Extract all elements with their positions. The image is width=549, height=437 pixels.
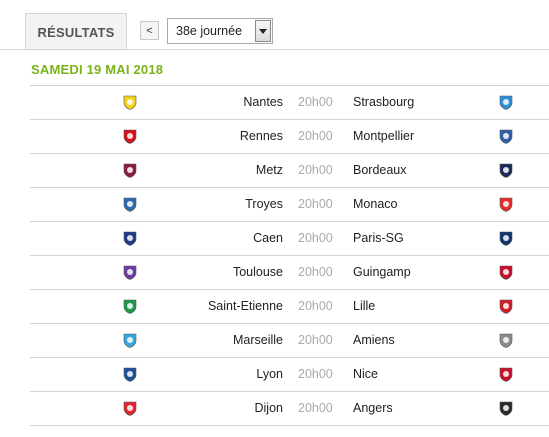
away-team-name[interactable]: Strasbourg [353,95,415,109]
away-team-name[interactable]: Guingamp [353,265,411,279]
match-row[interactable]: Marseille 20h00 Amiens [30,324,549,358]
previous-round-button[interactable]: < [140,21,159,40]
home-team-name[interactable]: Marseille [232,333,283,347]
tab-results-label: RÉSULTATS [37,24,115,40]
away-team-name[interactable]: Nice [353,367,379,381]
home-team-crest-icon [123,265,137,280]
match-time: 20h00 [298,401,333,415]
away-team-name[interactable]: Amiens [353,333,395,347]
home-team-name[interactable]: Toulouse [232,265,283,279]
home-team-name[interactable]: Saint-Etienne [207,299,283,313]
match-row[interactable]: Toulouse 20h00 Guingamp [30,256,549,290]
away-team-name[interactable]: Montpellier [353,129,415,143]
away-team-crest-icon [499,333,513,348]
match-time: 20h00 [298,231,333,245]
home-team-name[interactable]: Troyes [245,197,283,211]
match-row[interactable]: Lyon 20h00 Nice [30,358,549,392]
match-time: 20h00 [298,129,333,143]
away-team-crest-icon [499,163,513,178]
matches-table: Nantes 20h00 Strasbourg Rennes 20h00 Montpell… [30,85,549,426]
home-team-crest-icon [123,367,137,382]
home-team-crest-icon [123,129,137,144]
match-time: 20h00 [298,367,333,381]
match-row[interactable]: Caen 20h00 Paris-SG [30,222,549,256]
home-team-name[interactable]: Nantes [243,95,283,109]
away-team-crest-icon [499,299,513,314]
match-date-header: SAMEDI 19 MAI 2018 [31,62,164,77]
chevron-down-icon[interactable] [255,20,271,42]
home-team-crest-icon [123,197,137,212]
home-team-name[interactable]: Dijon [254,401,284,415]
away-team-crest-icon [499,197,513,212]
match-row[interactable]: Saint-Etienne 20h00 Lille [30,290,549,324]
home-team-name[interactable]: Rennes [239,129,283,143]
tab-results[interactable]: RÉSULTATS [25,13,127,51]
away-team-crest-icon [499,129,513,144]
round-select-value: 38e journée [176,24,243,38]
home-team-crest-icon [123,95,137,110]
match-row[interactable]: Metz 20h00 Bordeaux [30,154,549,188]
away-team-crest-icon [499,95,513,110]
match-row[interactable]: Rennes 20h00 Montpellier [30,120,549,154]
home-team-crest-icon [123,333,137,348]
home-team-crest-icon [123,163,137,178]
round-select[interactable]: 38e journée [167,18,273,44]
match-row[interactable]: Dijon 20h00 Angers [30,392,549,426]
home-team-name[interactable]: Caen [253,231,283,245]
away-team-name[interactable]: Monaco [353,197,398,211]
match-time: 20h00 [298,95,333,109]
away-team-crest-icon [499,367,513,382]
match-time: 20h00 [298,265,333,279]
away-team-name[interactable]: Angers [353,401,393,415]
away-team-name[interactable]: Lille [353,299,376,313]
away-team-crest-icon [499,231,513,246]
results-header-bar: RÉSULTATS < 38e journée [0,0,549,51]
match-row[interactable]: Troyes 20h00 Monaco [30,188,549,222]
away-team-name[interactable]: Bordeaux [353,163,407,177]
match-time: 20h00 [298,333,333,347]
home-team-crest-icon [123,299,137,314]
home-team-crest-icon [123,231,137,246]
match-time: 20h00 [298,163,333,177]
match-row[interactable]: Nantes 20h00 Strasbourg [30,86,549,120]
home-team-crest-icon [123,401,137,416]
tab-divider [0,49,549,50]
away-team-crest-icon [499,401,513,416]
match-time: 20h00 [298,299,333,313]
match-time: 20h00 [298,197,333,211]
away-team-name[interactable]: Paris-SG [353,231,404,245]
home-team-name[interactable]: Metz [255,163,283,177]
home-team-name[interactable]: Lyon [256,367,283,381]
previous-round-label: < [146,24,153,37]
away-team-crest-icon [499,265,513,280]
